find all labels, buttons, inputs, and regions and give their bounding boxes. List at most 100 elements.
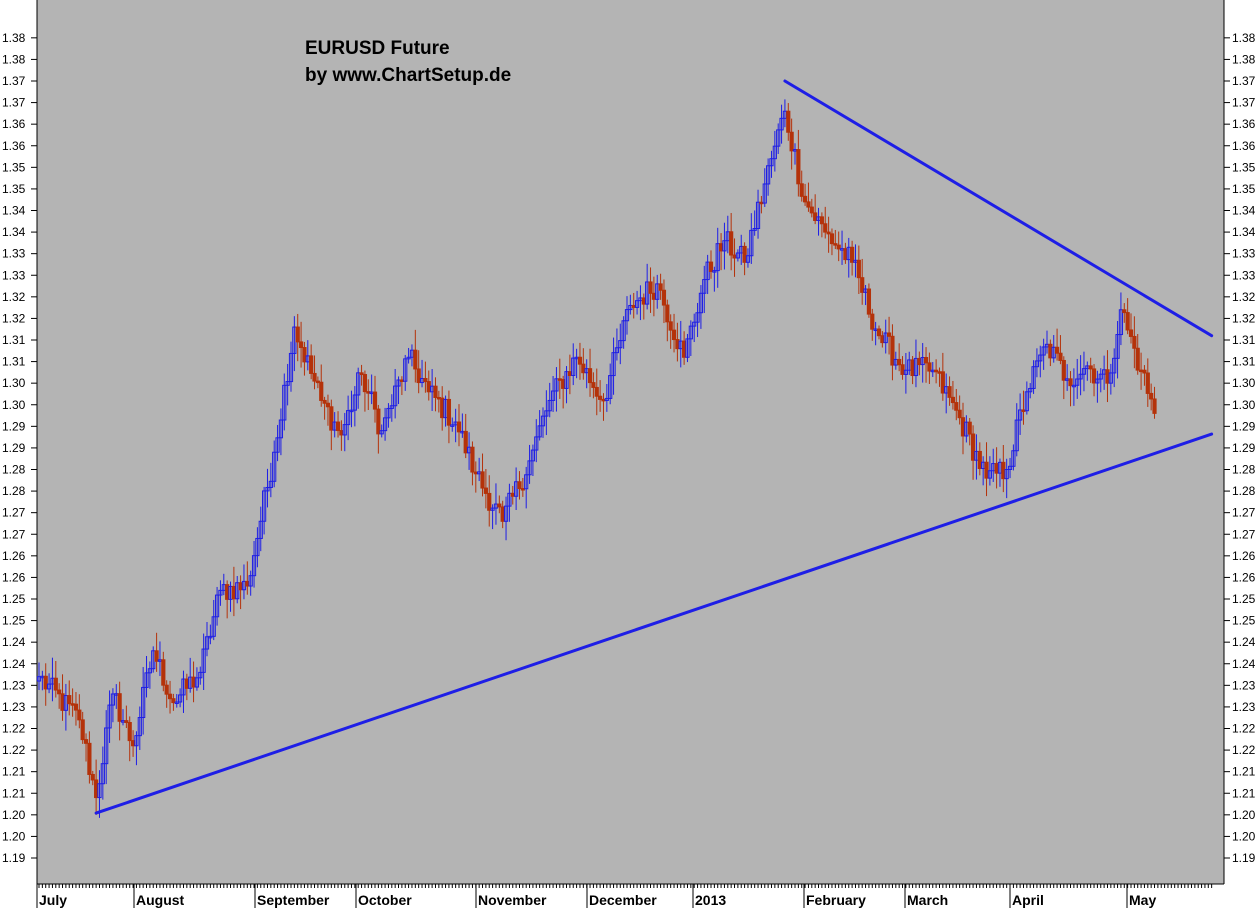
- candle-body: [53, 677, 58, 691]
- candle-body: [591, 382, 596, 388]
- y-tick-label-left: 1.34: [2, 225, 26, 239]
- candle-body: [426, 381, 431, 393]
- candle-body: [900, 364, 905, 375]
- candle-body: [423, 378, 428, 383]
- y-tick-label-right: 1.31: [1232, 333, 1256, 347]
- y-tick-label-left: 1.35: [2, 160, 26, 174]
- candle-body: [1138, 369, 1144, 373]
- candle-body: [735, 252, 740, 259]
- y-tick-label-left: 1.20: [2, 808, 26, 822]
- candle-body: [282, 384, 287, 421]
- y-tick-label-right: 1.24: [1232, 635, 1256, 649]
- candle-body: [564, 371, 569, 389]
- candle-body: [161, 659, 166, 686]
- candle-body: [1098, 373, 1103, 380]
- y-tick-label-left: 1.28: [2, 484, 26, 498]
- y-tick-label-left: 1.30: [2, 376, 26, 390]
- y-tick-label-left: 1.38: [2, 52, 26, 66]
- candle-body: [483, 487, 488, 494]
- y-tick-label-right: 1.36: [1232, 117, 1256, 131]
- candle-body: [695, 312, 700, 323]
- candle-body: [413, 349, 418, 370]
- candle-body: [231, 585, 236, 600]
- candle-body: [934, 369, 939, 373]
- candle-body: [386, 407, 391, 419]
- y-tick-label-left: 1.36: [2, 117, 26, 131]
- candle-body: [537, 425, 542, 438]
- candle-body: [587, 368, 593, 384]
- candle-body: [319, 381, 324, 401]
- candle-body: [829, 233, 835, 245]
- candle-body: [248, 575, 253, 587]
- candle-body: [251, 555, 257, 577]
- y-tick-label-right: 1.21: [1232, 786, 1256, 800]
- y-tick-label-left: 1.19: [2, 851, 26, 865]
- y-tick-label-right: 1.28: [1232, 463, 1256, 477]
- y-tick-label-left: 1.29: [2, 419, 26, 433]
- month-label: March: [907, 892, 948, 908]
- candle-body: [799, 183, 804, 197]
- candle-body: [77, 709, 82, 721]
- month-label: 2013: [695, 892, 726, 908]
- candle-body: [866, 288, 872, 315]
- candle-body: [886, 332, 892, 337]
- candle-body: [127, 722, 132, 742]
- candle-body: [682, 340, 687, 358]
- month-label: May: [1129, 892, 1156, 908]
- candle-body: [698, 292, 704, 314]
- candle-body: [416, 368, 421, 384]
- y-tick-label-right: 1.30: [1232, 376, 1256, 390]
- candle-body: [480, 471, 485, 489]
- candle-body: [547, 399, 552, 412]
- candle-body: [329, 406, 334, 431]
- candle-body: [618, 340, 623, 349]
- trendline-lower-support: [94, 432, 1214, 815]
- candle-body: [614, 347, 620, 354]
- candle-body: [1004, 469, 1009, 480]
- candle-body: [1091, 368, 1097, 384]
- candle-body: [57, 689, 62, 695]
- candle-body: [550, 390, 556, 401]
- candle-body: [987, 470, 992, 479]
- candle-body: [1038, 354, 1043, 362]
- candle-body: [174, 701, 179, 705]
- candle-body: [1152, 398, 1157, 414]
- candle-body: [685, 338, 690, 358]
- chart-title: EURUSD Future: [305, 38, 450, 59]
- y-tick-label-right: 1.22: [1232, 743, 1256, 757]
- y-tick-label-left: 1.35: [2, 182, 26, 196]
- candle-body: [1149, 392, 1154, 400]
- candle-body: [218, 589, 223, 596]
- chart-subtitle: by www.ChartSetup.de: [305, 65, 511, 86]
- candle-body: [191, 676, 196, 688]
- candle-body: [198, 671, 203, 679]
- y-tick-label-left: 1.37: [2, 96, 26, 110]
- candle-body: [500, 506, 505, 522]
- candle-body: [530, 449, 536, 462]
- candle-body: [594, 386, 599, 397]
- candle-body: [335, 421, 341, 432]
- y-tick-label-right: 1.38: [1232, 31, 1256, 45]
- candle-body: [833, 243, 838, 246]
- candle-body: [1058, 352, 1063, 361]
- y-tick-label-right: 1.27: [1232, 527, 1256, 541]
- candle-body: [752, 227, 757, 231]
- candle-body: [749, 229, 754, 257]
- candle-body: [1128, 329, 1134, 337]
- candle-body: [789, 131, 794, 152]
- candle-body: [658, 283, 663, 291]
- y-tick-label-left: 1.36: [2, 139, 26, 153]
- candle-body: [107, 704, 112, 729]
- candle-body: [1048, 343, 1053, 359]
- candle-body: [46, 683, 52, 690]
- candle-body: [141, 686, 146, 719]
- y-tick-label-left: 1.26: [2, 549, 26, 563]
- candle-body: [456, 421, 462, 433]
- y-tick-label-left: 1.27: [2, 527, 26, 541]
- candle-body: [503, 505, 509, 522]
- candle-body: [154, 650, 159, 662]
- candle-body: [446, 398, 452, 426]
- y-tick-label-left: 1.22: [2, 722, 26, 736]
- candle-body: [571, 357, 576, 376]
- candle-body: [994, 463, 999, 474]
